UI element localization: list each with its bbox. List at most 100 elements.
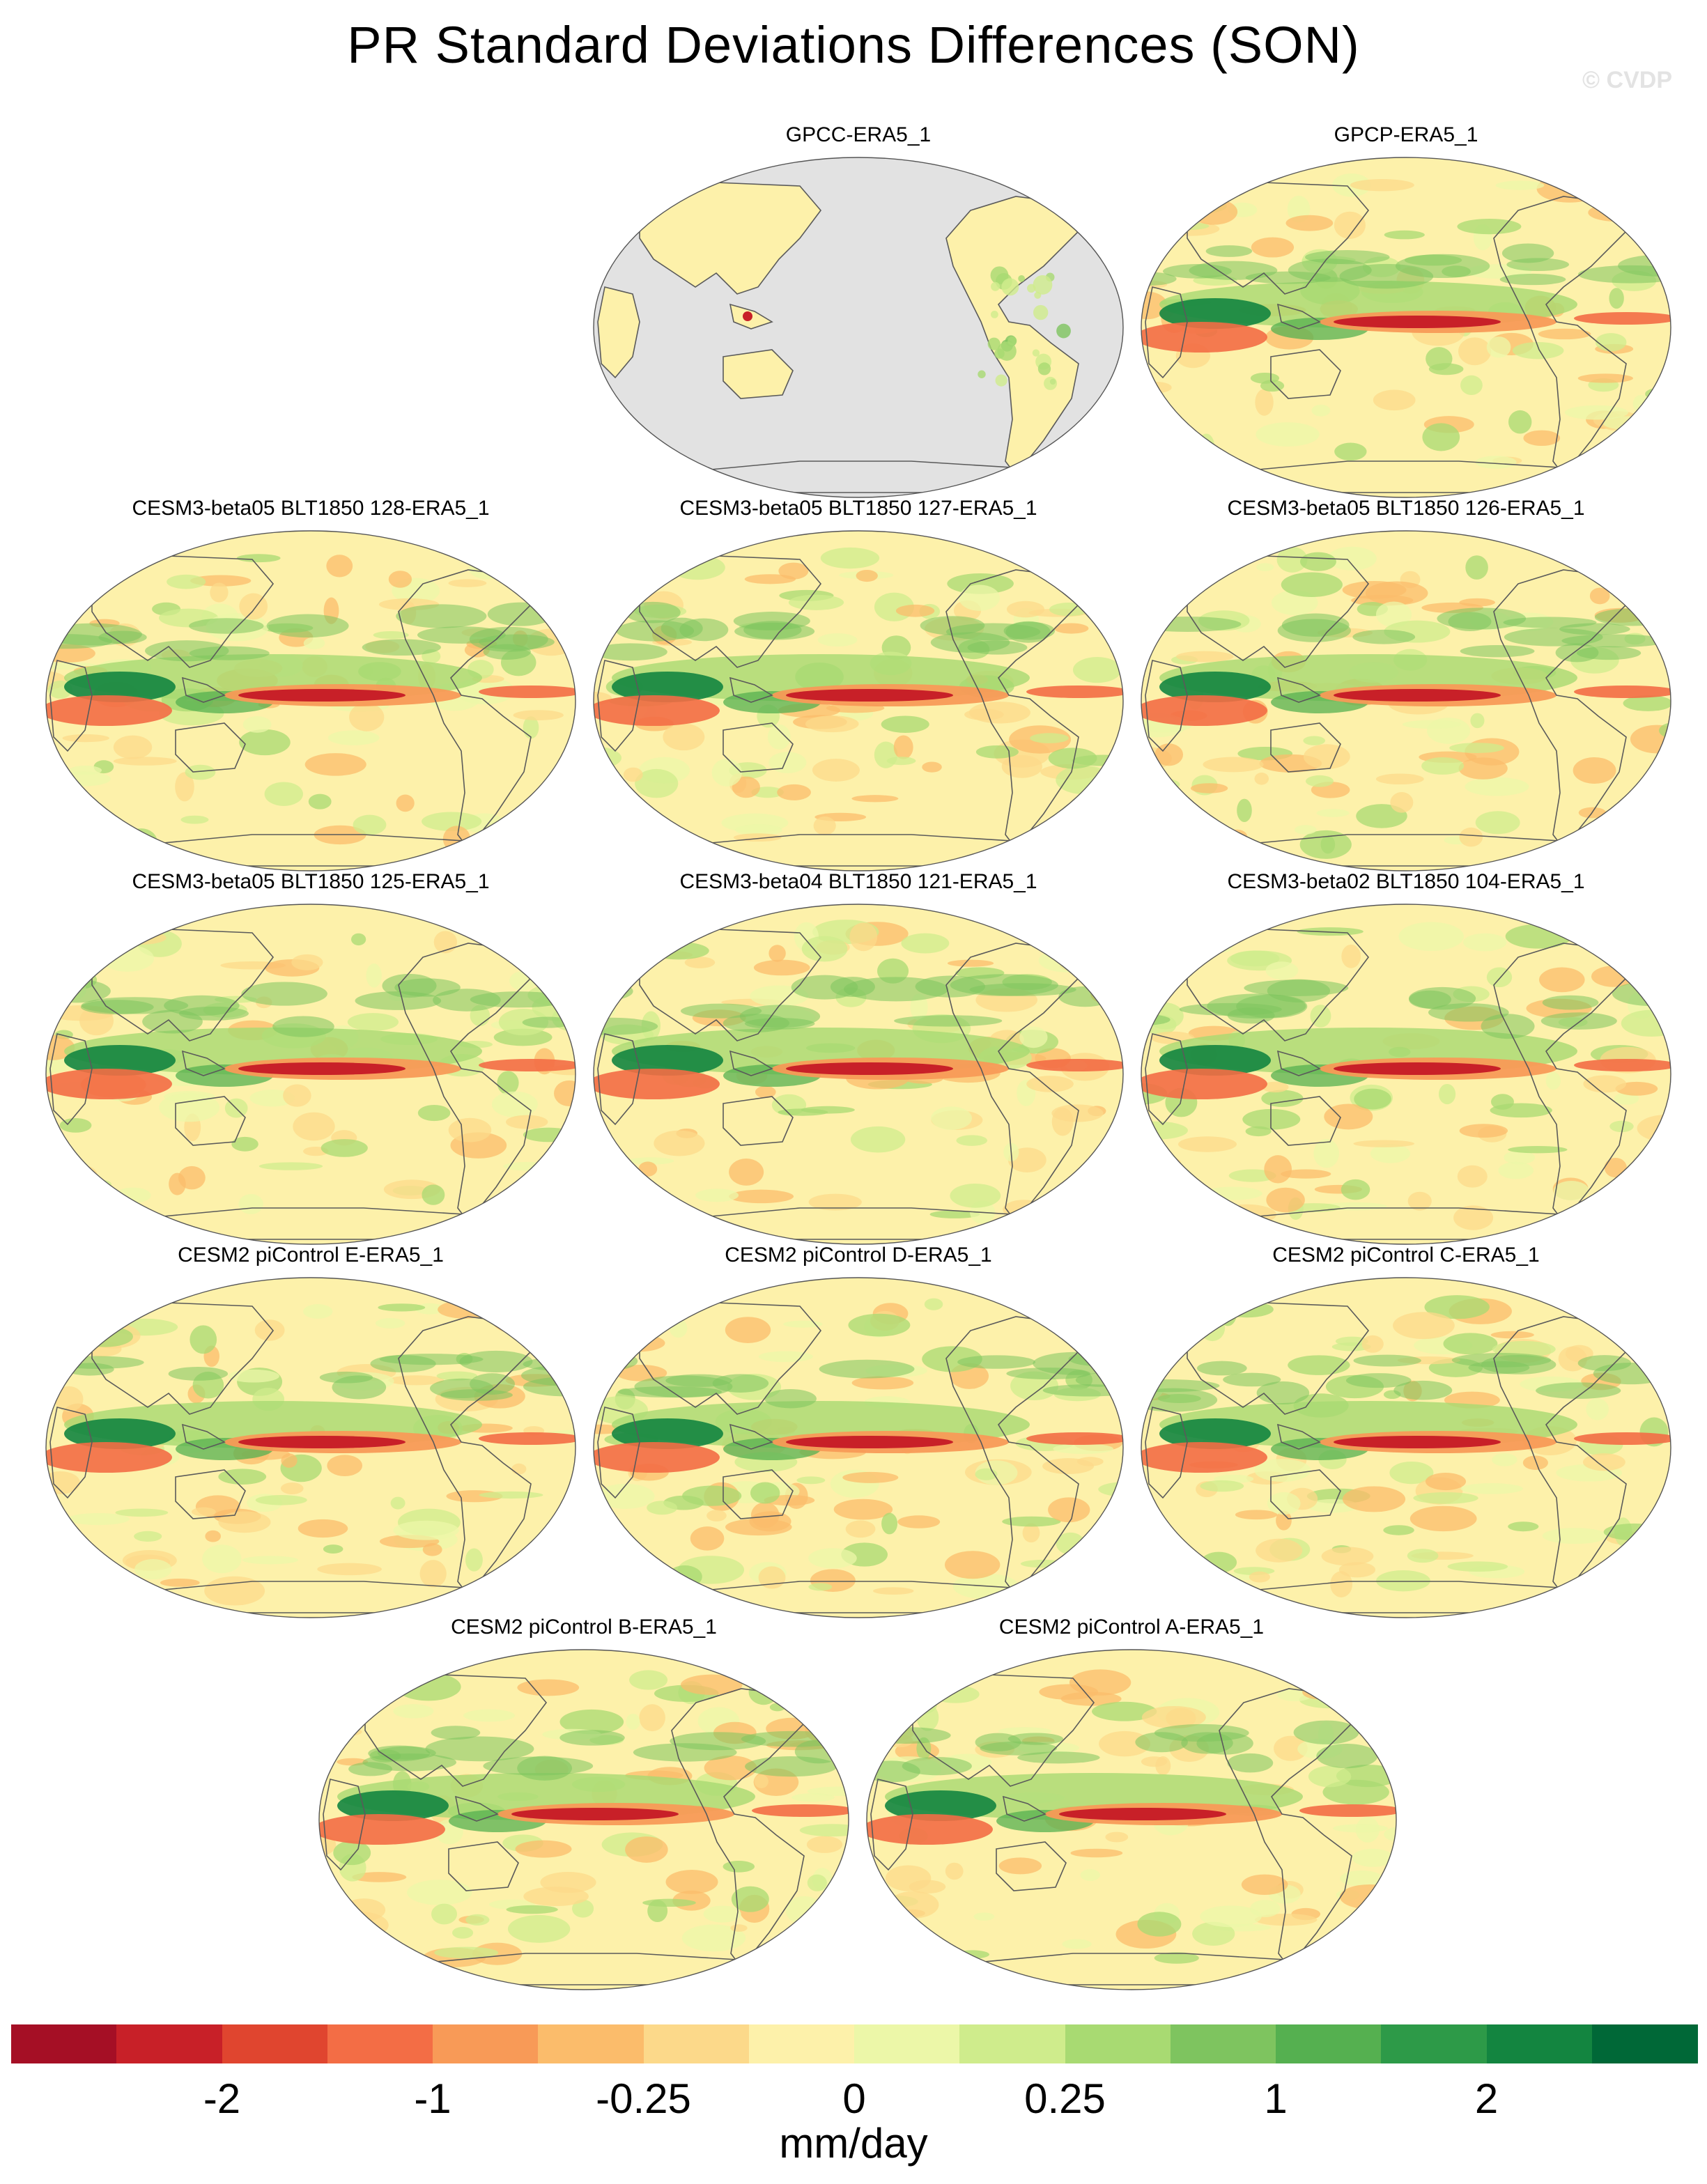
coastline-maritime: [181, 1423, 226, 1450]
coastline-asia: [1187, 1302, 1370, 1415]
coastline-asia: [91, 1302, 275, 1415]
colorbar-tick-label: 1: [1264, 2075, 1288, 2122]
coastline-australia: [723, 722, 794, 773]
chart-title: PR Standard Deviations Differences (SON): [347, 16, 1360, 74]
coastline-greenland: [1071, 552, 1114, 595]
coastline-maritime: [729, 1050, 773, 1076]
coastline-greenland: [1619, 1299, 1662, 1342]
colorbar-segment: [854, 2024, 960, 2063]
coastline-australia: [1270, 1469, 1341, 1519]
map-heatmap: [1141, 1277, 1671, 1618]
coastline-asia: [639, 1302, 822, 1415]
coastline-maritime: [1276, 676, 1321, 703]
map-panel: CESM2 piControl D-ERA5_1: [587, 1243, 1130, 1619]
colorbar-segment: [1065, 2024, 1171, 2063]
coastline-greenland: [523, 552, 566, 595]
coastline-australia: [723, 1096, 794, 1146]
panel-title: CESM2 piControl C-ERA5_1: [1272, 1244, 1540, 1267]
map-panel: CESM3-beta05 BLT1850 127-ERA5_1: [587, 496, 1130, 872]
colorbar-segment: [1381, 2024, 1487, 2063]
panel-title: CESM3-beta02 BLT1850 104-ERA5_1: [1227, 870, 1585, 893]
coastline-americas: [945, 943, 1079, 1223]
panel-title: CESM3-beta05 BLT1850 126-ERA5_1: [1227, 497, 1585, 520]
coastline-americas: [1493, 1316, 1627, 1597]
coastline-australia: [1270, 349, 1341, 399]
panel-title: CESM2 piControl B-ERA5_1: [451, 1616, 717, 1639]
colorbar-segment: [959, 2024, 1065, 2063]
panel-title: GPCC-ERA5_1: [785, 123, 932, 146]
coastline-americas: [671, 1688, 805, 1969]
coastline-greenland: [1619, 925, 1662, 968]
coastline-americas: [945, 1316, 1079, 1597]
colorbar-segment: [222, 2024, 328, 2063]
coastline-americas: [398, 1316, 532, 1597]
panel-title: CESM2 piControl D-ERA5_1: [725, 1244, 992, 1267]
colorbar-tick-label: 0.25: [1024, 2075, 1106, 2122]
map-panel: CESM3-beta04 BLT1850 121-ERA5_1: [587, 869, 1130, 1246]
coastline-greenland: [1071, 925, 1114, 968]
coastline-africa: [1145, 286, 1188, 379]
colorbar-segment: [433, 2024, 539, 2063]
colorbar-segment: [1170, 2024, 1276, 2063]
coastline-asia: [1187, 555, 1370, 668]
map-heatmap: [45, 530, 576, 872]
coastline-greenland: [523, 925, 566, 968]
coastline-africa: [49, 1407, 93, 1499]
colorbar-tick-label: 0: [842, 2075, 866, 2122]
coastline-maritime: [454, 1795, 499, 1822]
map-heatmap: [593, 1277, 1124, 1618]
coastline-americas: [398, 569, 532, 850]
colorbar-tick-label: -1: [414, 2075, 451, 2122]
coastline-maritime: [729, 1423, 773, 1450]
coastline-americas: [1493, 569, 1627, 850]
watermark: © CVDP: [1582, 67, 1672, 93]
coastline-africa: [597, 1033, 640, 1126]
coastline-greenland: [1344, 1671, 1387, 1714]
map-panel: CESM3-beta05 BLT1850 128-ERA5_1: [39, 496, 582, 872]
coastline-asia: [639, 182, 822, 295]
coastline-africa: [1145, 1033, 1188, 1126]
map-panel: CESM2 piControl A-ERA5_1: [860, 1615, 1403, 1991]
coastline-asia: [364, 1674, 548, 1787]
coastline-greenland: [796, 1671, 840, 1714]
map-heatmap: [1141, 157, 1671, 498]
coastline-australia: [723, 349, 794, 399]
map-heatmap: [593, 904, 1124, 1245]
coastline-maritime: [1002, 1795, 1046, 1822]
map-heatmap: [593, 157, 1124, 498]
map-panel: CESM3-beta05 BLT1850 126-ERA5_1: [1134, 496, 1678, 872]
panel-title: CESM3-beta05 BLT1850 127-ERA5_1: [679, 497, 1037, 520]
coastline-asia: [639, 929, 822, 1041]
coastline-australia: [996, 1841, 1067, 1891]
colorbar-units: mm/day: [779, 2120, 928, 2167]
colorbar-segment: [748, 2024, 855, 2063]
coastline-americas: [1219, 1688, 1352, 1969]
map-heatmap: [593, 530, 1124, 872]
coastline-australia: [723, 1469, 794, 1519]
colorbar-segment: [116, 2024, 222, 2063]
coastline-greenland: [1619, 178, 1662, 222]
panel-title: CESM3-beta05 BLT1850 128-ERA5_1: [132, 497, 490, 520]
coastline-australia: [448, 1841, 519, 1891]
coastline-asia: [639, 555, 822, 668]
coastline-maritime: [181, 1050, 226, 1076]
map-panel: CESM2 piControl B-ERA5_1: [312, 1615, 856, 1991]
panel-title: CESM2 piControl E-ERA5_1: [178, 1244, 444, 1267]
coastline-africa: [323, 1779, 366, 1871]
coastline-americas: [398, 943, 532, 1223]
coastline-maritime: [729, 676, 773, 703]
coastline-australia: [1270, 722, 1341, 773]
coastline-americas: [945, 569, 1079, 850]
map-panel: CESM3-beta02 BLT1850 104-ERA5_1: [1134, 869, 1678, 1246]
colorbar-segment: [538, 2024, 644, 2063]
map-heatmap: [318, 1649, 849, 1990]
colorbar-segment: [327, 2024, 433, 2063]
map-heatmap: [1141, 904, 1671, 1245]
coastline-greenland: [1619, 552, 1662, 595]
coastline-africa: [597, 660, 640, 752]
coastline-greenland: [523, 1299, 566, 1342]
panel-title: CESM2 piControl A-ERA5_1: [998, 1616, 1265, 1639]
coastline-americas: [1493, 196, 1627, 477]
colorbar-tick-label: -0.25: [596, 2075, 691, 2122]
panel-title: CESM3-beta05 BLT1850 125-ERA5_1: [132, 870, 490, 893]
